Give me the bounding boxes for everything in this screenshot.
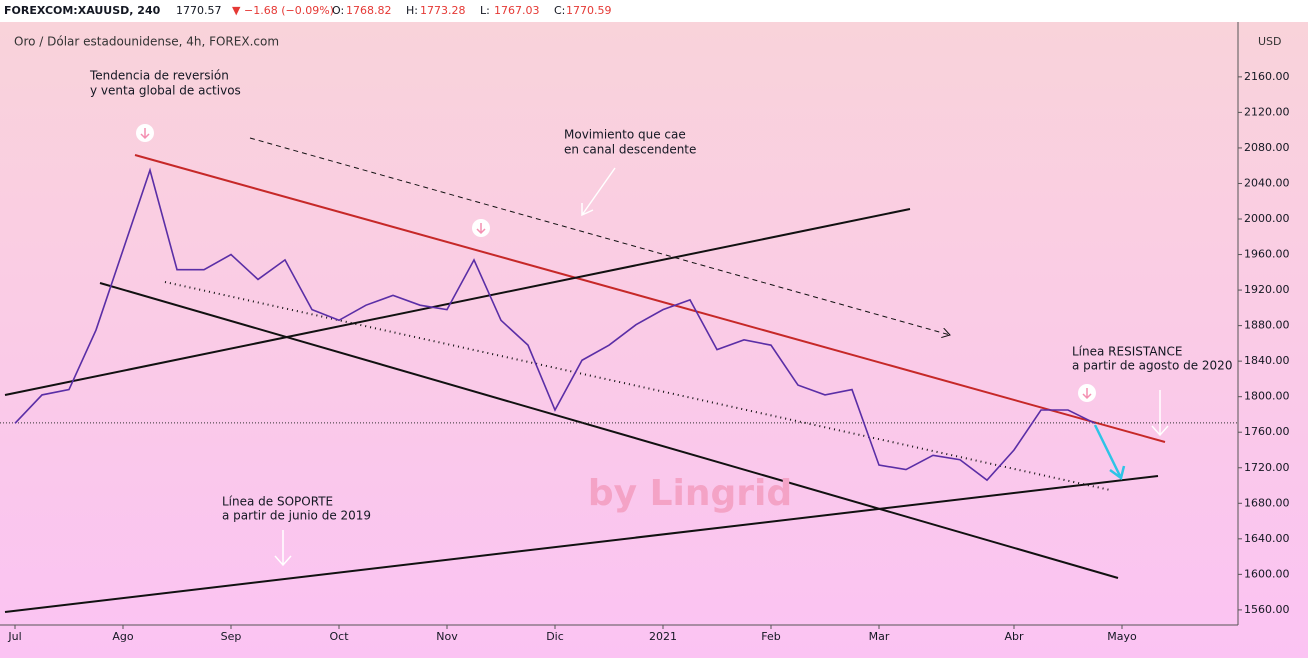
x-tick-label: Feb — [761, 630, 780, 643]
y-tick-label: 1600.00 — [1244, 567, 1290, 580]
annotation: a partir de junio de 2019 — [222, 509, 371, 523]
trend-line — [99, 282, 1119, 579]
annotation: Movimiento que cae — [564, 128, 686, 142]
ohlc-value: 1768.82 — [346, 4, 392, 17]
y-tick-label: 1640.00 — [1244, 532, 1290, 545]
projection-arrow — [1093, 424, 1126, 481]
watermark: by Lingrid — [588, 473, 792, 514]
x-tick-label: Nov — [436, 630, 458, 643]
channel-line — [249, 137, 950, 335]
x-tick-label: Dic — [546, 630, 564, 643]
x-tick-label: 2021 — [649, 630, 677, 643]
pointer-arrow — [274, 530, 292, 567]
y-tick-label: 1840.00 — [1244, 354, 1290, 367]
ohlc-label: L: — [480, 4, 490, 17]
annotation: y venta global de activos — [90, 84, 241, 98]
y-tick-label: 1760.00 — [1244, 425, 1290, 438]
y-tick-label: 2160.00 — [1244, 70, 1290, 83]
x-tick-label: Oct — [329, 630, 349, 643]
y-tick-label: 1880.00 — [1244, 319, 1290, 332]
change-arrow: ▼ — [232, 4, 241, 17]
y-tick-label: 2120.00 — [1244, 105, 1290, 118]
x-tick-label: Ago — [112, 630, 134, 643]
x-tick-label: Sep — [221, 630, 242, 643]
change: −1.68 (−0.09%) — [244, 4, 334, 17]
annotation: Línea de SOPORTE — [222, 495, 333, 509]
support-line — [4, 475, 1159, 613]
y-tick-label: 2040.00 — [1244, 176, 1290, 189]
ohlc-label: O: — [332, 4, 344, 17]
ohlc-value: 1767.03 — [494, 4, 540, 17]
trend-line — [4, 208, 911, 396]
price-line — [14, 167, 1096, 482]
symbol: FOREXCOM:XAUUSD, 240 — [4, 4, 161, 17]
x-tick-label: Mayo — [1107, 630, 1137, 643]
x-tick-label: Mar — [869, 630, 890, 643]
pointer-arrow — [1151, 390, 1169, 437]
x-tick-label: Jul — [7, 630, 21, 643]
signal-icon — [472, 219, 490, 237]
drawings — [4, 124, 1169, 613]
resistance-line — [134, 154, 1166, 443]
y-tick-label: 1960.00 — [1244, 248, 1290, 261]
annotation: Línea RESISTANCE — [1072, 345, 1182, 359]
annotation: en canal descendente — [564, 143, 696, 157]
annotation: Tendencia de reversión — [89, 69, 229, 83]
pointer-arrow — [581, 167, 616, 217]
y-tick-label: 1560.00 — [1244, 603, 1290, 616]
y-tick-label: 2080.00 — [1244, 141, 1290, 154]
last-price: 1770.57 — [176, 4, 222, 17]
header-bar — [0, 0, 1308, 22]
currency: USD — [1258, 35, 1282, 48]
annotation: a partir de agosto de 2020 — [1072, 359, 1232, 373]
ohlc-label: C: — [554, 4, 565, 17]
y-tick-label: 1800.00 — [1244, 390, 1290, 403]
chart-background — [0, 22, 1308, 658]
ohlc-value: 1773.28 — [420, 4, 466, 17]
chart-title: Oro / Dólar estadounidense, 4h, FOREX.co… — [14, 35, 279, 49]
x-tick-label: Abr — [1004, 630, 1024, 643]
y-tick-label: 2000.00 — [1244, 212, 1290, 225]
y-tick-label: 1720.00 — [1244, 461, 1290, 474]
signal-icon — [136, 124, 154, 142]
y-tick-label: 1680.00 — [1244, 496, 1290, 509]
ohlc-value: 1770.59 — [566, 4, 612, 17]
y-tick-label: 1920.00 — [1244, 283, 1290, 296]
ohlc-label: H: — [406, 4, 418, 17]
signal-icon — [1078, 384, 1096, 402]
